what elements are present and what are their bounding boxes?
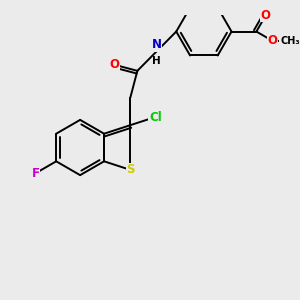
- Text: F: F: [32, 167, 40, 180]
- Text: CH₃: CH₃: [280, 36, 300, 46]
- Text: O: O: [261, 9, 271, 22]
- Text: N: N: [152, 38, 162, 51]
- Text: O: O: [110, 58, 120, 71]
- Text: S: S: [126, 164, 135, 176]
- Text: H: H: [152, 56, 161, 66]
- Text: O: O: [268, 34, 278, 47]
- Text: Cl: Cl: [149, 110, 162, 124]
